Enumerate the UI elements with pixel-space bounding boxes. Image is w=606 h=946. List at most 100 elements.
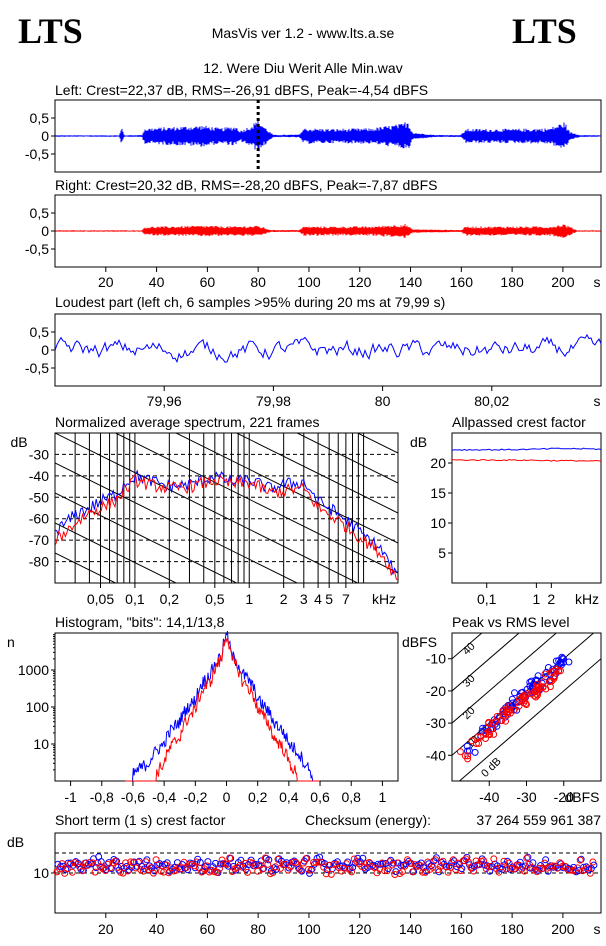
short-term-crest-point-right [302,855,310,863]
short-term-crest-point-left [377,860,385,868]
peak-vs-rms-diagonal-label: 0 dB [479,755,503,779]
peak-vs-rms-point-right [474,733,482,741]
peak-vs-rms-diagonal-label: 40 [461,640,478,657]
spectrum-slope-line [55,73,398,243]
peak-vs-rms-point-left [523,685,531,693]
short_term_crest-xtick-label: 180 [500,921,524,937]
short-term-crest-point-right [383,867,391,875]
short-term-crest-point-right [162,861,170,869]
short-term-crest-point-left [392,868,400,876]
short-term-crest-point-right [419,868,427,876]
histogram-ytick-label: 1000 [18,662,49,678]
right_waveform-xtick-label: 60 [200,274,216,290]
short-term-crest-point-left [344,858,352,866]
spectrum-ytick-label: -70 [29,532,49,548]
short-term-crest-point-right [480,857,488,865]
short-term-crest-point-right [68,868,76,876]
peak-vs-rms-point-right [490,730,498,738]
spectrum-title: Normalized average spectrum, 221 frames [55,414,320,430]
allpassed_crest-ytick-label: 20 [430,455,446,471]
peak-vs-rms-point-right [540,678,548,686]
peak-vs-rms-point-right [464,752,472,760]
right_waveform-ytick-label: 0,5 [30,205,50,221]
short-term-crest-point-right [241,859,249,867]
short_term_crest-ytick-label: 10 [33,865,49,881]
peak-vs-rms-diagonal [452,633,558,724]
left_waveform-signal [55,120,601,152]
short-term-crest-point-right [297,866,305,874]
peak-vs-rms-point-left [471,748,479,756]
spectrum-x-unit: kHz [372,591,396,607]
spectrum-xtick-label: 0,1 [125,591,145,607]
peak-vs-rms-point-right [472,740,480,747]
spectrum-series-right [55,473,398,581]
short-term-crest-point-right [322,870,330,878]
right_waveform-x-unit: s [594,274,601,290]
short-term-crest-point-right [89,859,97,867]
short-term-crest-point-right [348,868,356,876]
peak-vs-rms-point-right [534,691,541,699]
peak-vs-rms-point-right [541,670,549,678]
short-term-crest-point-left [217,860,225,868]
short-term-crest-point-left [524,853,532,861]
histogram-title: Histogram, "bits": 14,1/13,8 [55,614,225,630]
loudest_part-xtick-label: 80,02 [474,393,509,409]
short_term_crest-xtick-label: 100 [297,921,321,937]
spectrum-slope-line [114,433,398,574]
allpassed_crest-xtick-label: 1 [532,591,540,607]
short-term-crest-point-right [470,867,477,875]
short-term-crest-point-right [378,859,386,867]
peak-vs-rms-point-right [489,719,497,727]
loudest_part-signal [54,333,602,364]
short-term-crest-point-right [111,857,119,865]
short-term-crest-point-right [310,859,317,866]
peak-vs-rms-point-left [560,659,567,666]
spectrum-grid [55,73,398,583]
spectrum-slope-line [55,552,117,583]
short-term-crest-point-right [406,859,414,867]
spectrum-frame [54,432,399,584]
right_waveform-ytick-label: -0,5 [25,241,49,257]
short-term-crest-point-right [122,859,130,867]
spectrum-ytick-label: -50 [29,489,49,505]
short-term-crest-point-left [265,856,273,864]
short-term-crest-point-right [538,865,546,873]
spectrum-xtick-label: 0,2 [160,591,180,607]
spectrum-xtick-label: 2 [280,591,288,607]
peak-vs-rms-point-right [547,668,555,676]
short-term-crest-point-right [86,858,94,866]
peak_vs_rms-ylabel: dBFS [402,634,437,650]
short_term_crest-xtick-label: 60 [200,921,216,937]
short-term-crest-point-right [576,856,584,864]
short-term-crest-point-left [92,864,100,872]
right_waveform-xtick-label: 80 [250,274,266,290]
peak-vs-rms-point-right [519,695,527,703]
spectrum-xtick-label: 1 [245,591,253,607]
right_waveform-xtick-label: 180 [500,274,524,290]
spectrum-xtick-label: 0,5 [205,591,225,607]
short-term-crest-point-right [520,867,528,875]
loudest-part-title: Loudest part (left ch, 6 samples >95% du… [55,294,445,310]
peak-vs-rms-point-right [456,748,464,756]
right_waveform-ytick-label: 0 [41,223,49,239]
spectrum-slope-line [55,492,238,583]
left_waveform-ytick-label: 0,5 [30,110,50,126]
peak-vs-rms-diagonal [458,658,601,781]
short-term-crest-point-left [463,853,471,861]
short-term-crest-point-right [449,856,457,864]
spectrum-slope-line [174,433,398,544]
loudest_part-x-unit: s [594,393,601,409]
allpassed_crest-frame [451,432,602,584]
histogram-xtick-label: -0,8 [90,789,114,805]
short-term-crest-point-left [85,860,92,868]
peak_vs_rms-xtick-label: -40 [479,789,499,805]
short-term-crest-point-right [343,860,350,868]
allpassed_crest-series-left [451,447,602,451]
spectrum-slope-line [295,433,398,484]
peak-vs-rms-point-left [513,706,521,714]
allpassed_crest-ytick-label: 15 [430,485,446,501]
peak-vs-rms-point-right [535,683,543,691]
allpassed_crest-ytick-label: 5 [438,545,446,561]
histogram-xtick-label: -0,6 [121,789,145,805]
short-term-crest-point-right [150,869,157,877]
